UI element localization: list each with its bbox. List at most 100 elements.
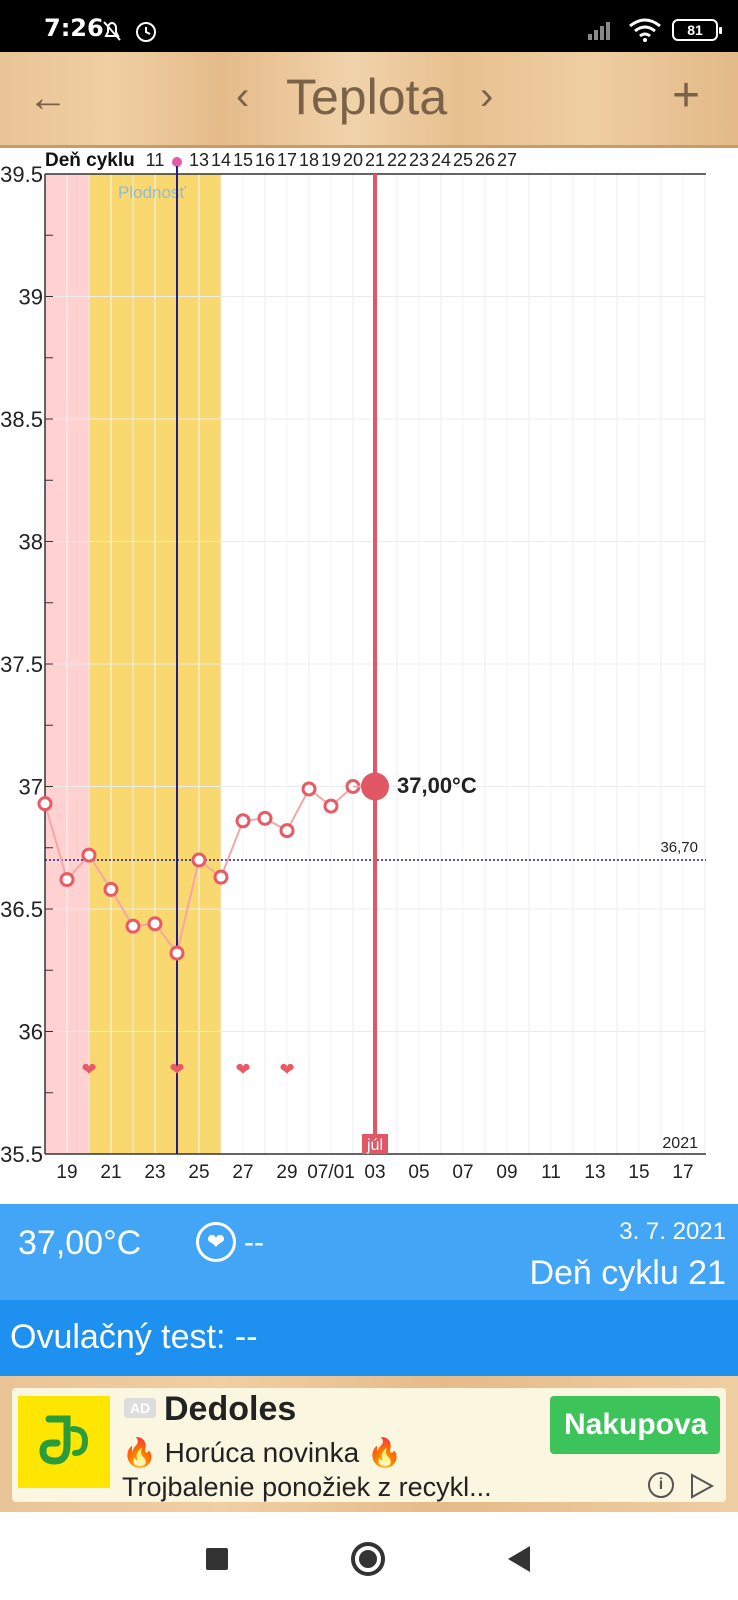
y-tick-label: 36 [19,1020,43,1045]
date-tick-label: 07/01 [307,1162,355,1183]
temperature-point [59,872,75,888]
battery-icon: 81 [672,19,722,41]
heart-icon[interactable]: ❤ [196,1222,236,1262]
page-title: Teplota [286,69,448,125]
cycle-day-tick: 26 [475,150,495,170]
dedoles-logo [18,1396,110,1488]
cycle-day-tick: 21 [365,150,385,170]
info-bar: 37,00°C ❤ -- 3. 7. 2021 Deň cyklu 21 [0,1204,738,1300]
ad-body: Trojbalenie ponožiek z recykl... [122,1472,492,1502]
month-marker-bg [362,1134,388,1154]
temperature-point [81,847,97,863]
date-tick-label: 09 [496,1162,517,1183]
back-triangle-icon[interactable] [508,1546,530,1572]
system-navigation-bar [0,1512,738,1600]
cycle-day-tick: 17 [277,150,297,170]
y-tick-label: 38 [19,530,43,555]
arrow-left-icon[interactable]: ← [28,76,68,120]
status-time: 7:26 [44,14,104,42]
ad-banner: AD Dedoles 🔥 Horúca novinka 🔥 Trojbaleni… [0,1376,738,1512]
temperature-point [235,813,251,829]
temperature-chart[interactable]: 39.5 39 38.5 38 37.5 37 36.5 36 35.5 Deň cyklu 11 1… [0,148,738,1204]
temperature-point [301,781,317,797]
sock-logo-icon [39,1415,89,1465]
selected-date: 3. 7. 2021 [619,1218,726,1245]
home-icon[interactable] [351,1542,385,1576]
selected-temperature-label: 37,00°C [397,772,477,798]
ad-card[interactable]: AD Dedoles 🔥 Horúca novinka 🔥 Trojbaleni… [12,1388,726,1502]
date-tick-label: 29 [276,1162,297,1183]
chevron-left-icon[interactable]: ‹ [236,74,250,118]
cycle-day-tick: 27 [497,150,517,170]
cycle-day-tick: 25 [453,150,473,170]
temperature-point [191,852,207,868]
fertility-label: Plodnosť [118,183,186,202]
wifi-icon [629,18,661,42]
temperature-point [323,798,339,814]
recent-apps-icon[interactable] [206,1548,228,1570]
ad-cta-button[interactable]: Nakupova [550,1396,720,1454]
temperature-point [37,796,53,812]
y-tick-label: 37.5 [0,652,43,677]
y-tick-label: 38.5 [0,407,43,432]
temperature-point [169,945,185,961]
temperature-point [213,869,229,885]
month-marker: júl [366,1137,383,1154]
cycle-day-tick: 18 [299,150,319,170]
current-temperature: 37,00°C [18,1224,142,1262]
y-tick-label: 39.5 [0,162,43,187]
info-icon[interactable]: i [648,1472,674,1498]
temperature-point [125,918,141,934]
cycle-day-tick: 22 [387,150,407,170]
cycle-day-tick: 20 [343,150,363,170]
date-tick-label: 07 [452,1162,473,1183]
date-tick-label: 03 [364,1162,385,1183]
date-tick-label: 25 [188,1162,209,1183]
year-label: 2021 [662,1135,698,1152]
date-tick-label: 05 [408,1162,429,1183]
chevron-right-icon[interactable]: › [480,74,494,118]
cycle-day-tick: 14 [211,150,231,170]
app-bar: ← ‹ Teplota › + [0,52,738,148]
y-tick-label: 37 [19,775,43,800]
heart-value: -- [244,1226,264,1259]
plus-icon[interactable]: + [672,69,701,122]
date-tick-label: 11 [541,1162,561,1183]
temperature-point [147,916,163,932]
ad-badge: AD [124,1398,157,1418]
ovulation-dot [172,157,182,167]
selected-cycle-day: Deň cyklu 21 [529,1254,726,1292]
y-tick-label: 36.5 [0,897,43,922]
date-tick-label: 17 [672,1162,693,1183]
cycle-day-tick: 15 [233,150,253,170]
ad-headline: 🔥 Horúca novinka 🔥 [122,1437,402,1468]
temperature-point [257,810,273,826]
cycle-day-title: Deň cyklu [45,150,135,171]
cycle-day-tick: 16 [255,150,275,170]
heart-marker: ❤ [235,1059,250,1080]
date-tick-label: 23 [144,1162,165,1183]
adchoices-icon[interactable] [688,1472,716,1500]
coverline-label: 36,70 [660,839,698,856]
cycle-day-tick: 11 [146,150,165,170]
y-tick-label: 35.5 [0,1142,43,1167]
heart-marker: ❤ [81,1059,96,1080]
ovulation-test-bar[interactable]: Ovulačný test: -- [0,1300,738,1376]
y-tick-label: 39 [19,285,43,310]
selected-temperature-point [361,772,389,801]
cycle-day-tick: 24 [431,150,451,170]
heart-marker: ❤ [279,1059,294,1080]
status-notification-icons [100,20,160,49]
date-tick-label: 27 [232,1162,253,1183]
date-tick-label: 15 [628,1162,649,1183]
temperature-point [279,823,295,839]
status-system-icons: 81 [588,18,722,42]
ad-advertiser-name: Dedoles [164,1390,297,1428]
cycle-day-tick: 19 [321,150,341,170]
chart-canvas[interactable]: 39.5 39 38.5 38 37.5 37 36.5 36 35.5 Deň cyklu 11 1… [0,148,738,1204]
mute-and-alarm-icon [103,21,156,42]
heart-marker: ❤ [169,1059,184,1080]
cycle-day-tick: 13 [189,150,209,170]
cycle-day-tick: 23 [409,150,429,170]
date-tick-label: 21 [100,1162,121,1183]
